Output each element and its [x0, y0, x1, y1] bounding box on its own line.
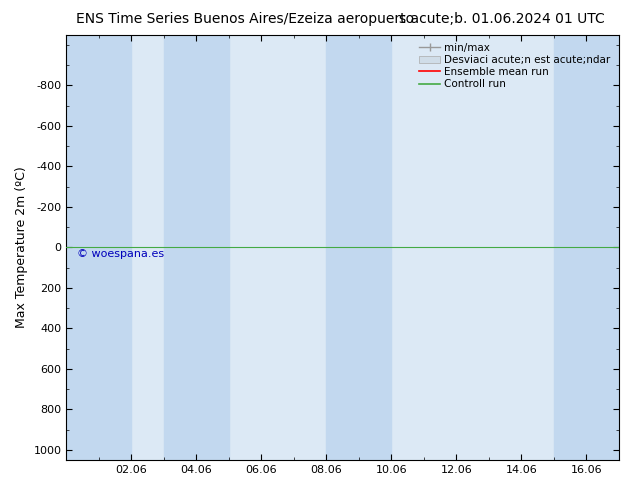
Legend: min/max, Desviaci acute;n est acute;ndar, Ensemble mean run, Controll run: min/max, Desviaci acute;n est acute;ndar…	[417, 40, 614, 92]
Y-axis label: Max Temperature 2m (ºC): Max Temperature 2m (ºC)	[15, 167, 28, 328]
Bar	[67, 35, 131, 460]
Text: ENS Time Series Buenos Aires/Ezeiza aeropuerto: ENS Time Series Buenos Aires/Ezeiza aero…	[76, 12, 414, 26]
Bar	[554, 35, 619, 460]
Bar	[327, 35, 391, 460]
Text: s acute;b. 01.06.2024 01 UTC: s acute;b. 01.06.2024 01 UTC	[399, 12, 605, 26]
Text: © woespana.es: © woespana.es	[77, 249, 165, 260]
Bar	[164, 35, 229, 460]
